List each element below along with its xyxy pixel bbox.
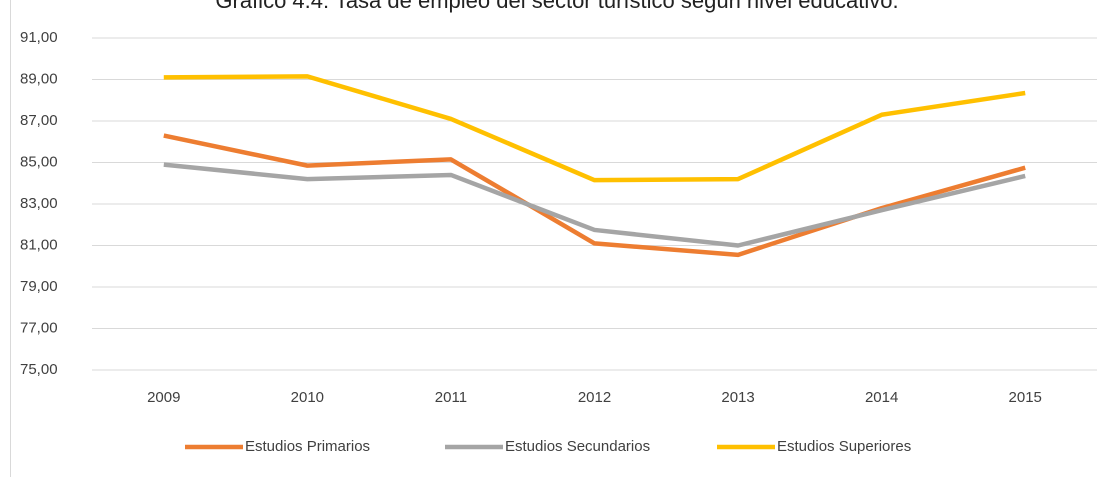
x-tick-label: 2011 xyxy=(435,389,467,406)
chart-border xyxy=(10,0,11,477)
x-tick-label: 2014 xyxy=(865,389,898,406)
legend-label: Estudios Secundarios xyxy=(505,438,650,455)
x-tick-label: 2013 xyxy=(721,389,754,406)
y-tick-label: 81,00 xyxy=(20,236,58,253)
x-tick-label: 2010 xyxy=(291,389,324,406)
y-tick-label: 75,00 xyxy=(20,361,58,378)
series-line xyxy=(163,162,1026,248)
series-line xyxy=(163,74,1026,183)
y-tick-label: 77,00 xyxy=(20,319,58,336)
legend-label: Estudios Superiores xyxy=(777,438,911,455)
y-tick-label: 89,00 xyxy=(20,70,58,87)
chart-title: Gráfico 4.4: Tasa de empleo del sector t… xyxy=(215,0,898,13)
y-tick-label: 87,00 xyxy=(20,112,58,129)
x-tick-label: 2015 xyxy=(1009,389,1042,406)
series-line xyxy=(163,133,1026,258)
x-tick-label: 2009 xyxy=(147,389,180,406)
y-tick-label: 83,00 xyxy=(20,195,58,212)
y-tick-label: 85,00 xyxy=(20,153,58,170)
legend-label: Estudios Primarios xyxy=(245,438,370,455)
y-tick-label: 79,00 xyxy=(20,278,58,295)
y-tick-label: 91,00 xyxy=(20,29,58,46)
x-tick-label: 2012 xyxy=(578,389,611,406)
